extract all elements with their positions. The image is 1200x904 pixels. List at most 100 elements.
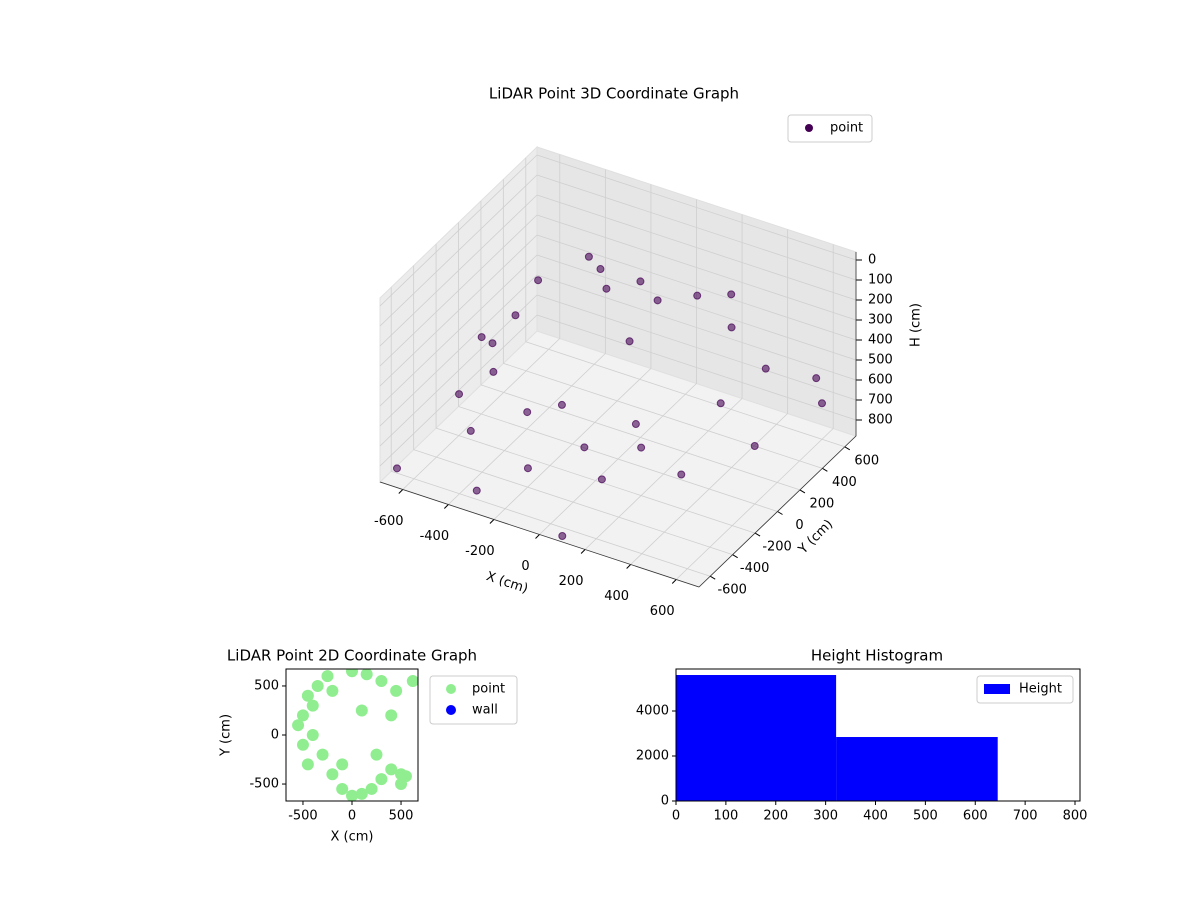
point [511,311,520,320]
x-axis-label: X (cm) [331,830,374,845]
point [316,748,329,761]
y-tick-label: -600 [717,583,747,598]
z-tick-label: 700 [868,393,893,408]
point [812,374,821,383]
chart-title: LiDAR Point 2D Coordinate Graph [227,647,477,665]
x-tick [444,504,449,509]
point [375,773,388,786]
axis-line [698,435,857,588]
z-tick-label: 500 [868,353,893,368]
y-tick-label: 600 [854,453,879,468]
y-tick-label: 2000 [636,749,669,764]
grid-line [391,470,711,577]
point [385,709,398,722]
grid-line [379,214,538,367]
point [716,399,725,408]
point [523,464,532,473]
point [653,296,662,305]
point [488,339,497,348]
point [631,420,640,429]
grid-line [458,406,778,512]
y-tick-label: 0 [661,794,669,809]
x-tick-label: 500 [389,809,414,824]
point [306,699,319,712]
y-tick [844,446,851,451]
point [584,252,593,261]
grid-line [536,154,857,261]
x-tick [535,534,540,539]
x-tick-label: 200 [559,574,584,589]
point [306,729,319,741]
axis-line [379,481,700,588]
legend-swatch [984,684,1010,694]
legend-label: Height [1019,682,1062,697]
x-tick-label: -200 [465,544,495,559]
point [818,399,826,408]
z-tick-label: 300 [868,313,893,328]
x-tick [398,489,404,494]
point [370,748,383,761]
legend-box [787,114,873,143]
grid-line [379,254,538,407]
grid-line [536,194,857,301]
point [385,763,398,776]
legend-label: wall [472,703,498,718]
y-tick-label: 0 [271,728,279,743]
point [393,464,401,473]
y-tick-label: 0 [795,518,803,533]
point [301,758,314,771]
y-tick-label: 500 [254,678,279,693]
grid-line [435,427,756,534]
point [523,408,532,417]
y-axis-label: Y (cm) [219,714,234,757]
point [355,787,368,800]
grid-line [536,254,857,361]
legend-label: point [830,121,863,136]
grid-line [525,341,845,448]
point [360,669,373,681]
grid-line [536,294,857,401]
point [534,276,543,285]
x-tick-label: 400 [863,809,888,824]
point [597,475,606,484]
x-tick [489,519,495,524]
point [602,284,611,293]
x-tick-label: 700 [1013,809,1038,824]
y-tick [754,532,761,537]
point [477,333,486,342]
grid-line [379,174,538,327]
point [727,290,736,299]
x-tick-label: 800 [1063,809,1088,824]
x-tick [580,549,586,554]
point [466,426,475,435]
grid-line [379,294,538,447]
y-tick-label: 200 [810,496,835,511]
z-axis-label: H (cm) [909,303,924,347]
x-tick-label: 300 [813,809,838,824]
legend-marker [805,124,813,132]
point [346,669,358,678]
point [346,789,358,801]
grid-line [536,214,857,321]
grid-line [536,234,857,341]
x-tick-label: 200 [763,809,788,824]
x-tick-label: -600 [374,514,404,529]
point [336,782,349,795]
z-tick-label: 400 [868,333,893,348]
x-tick-label: 0 [521,559,529,574]
y-tick [709,575,716,580]
point [311,679,324,692]
point [326,768,339,781]
legend-box [976,675,1074,704]
x-tick-label: 400 [604,589,629,604]
x-tick-label: 500 [913,809,938,824]
point [326,684,339,697]
point [727,323,736,332]
x-tick [626,564,631,569]
grid-line [379,194,538,347]
point [292,719,305,732]
point [558,532,567,540]
point [472,486,481,495]
